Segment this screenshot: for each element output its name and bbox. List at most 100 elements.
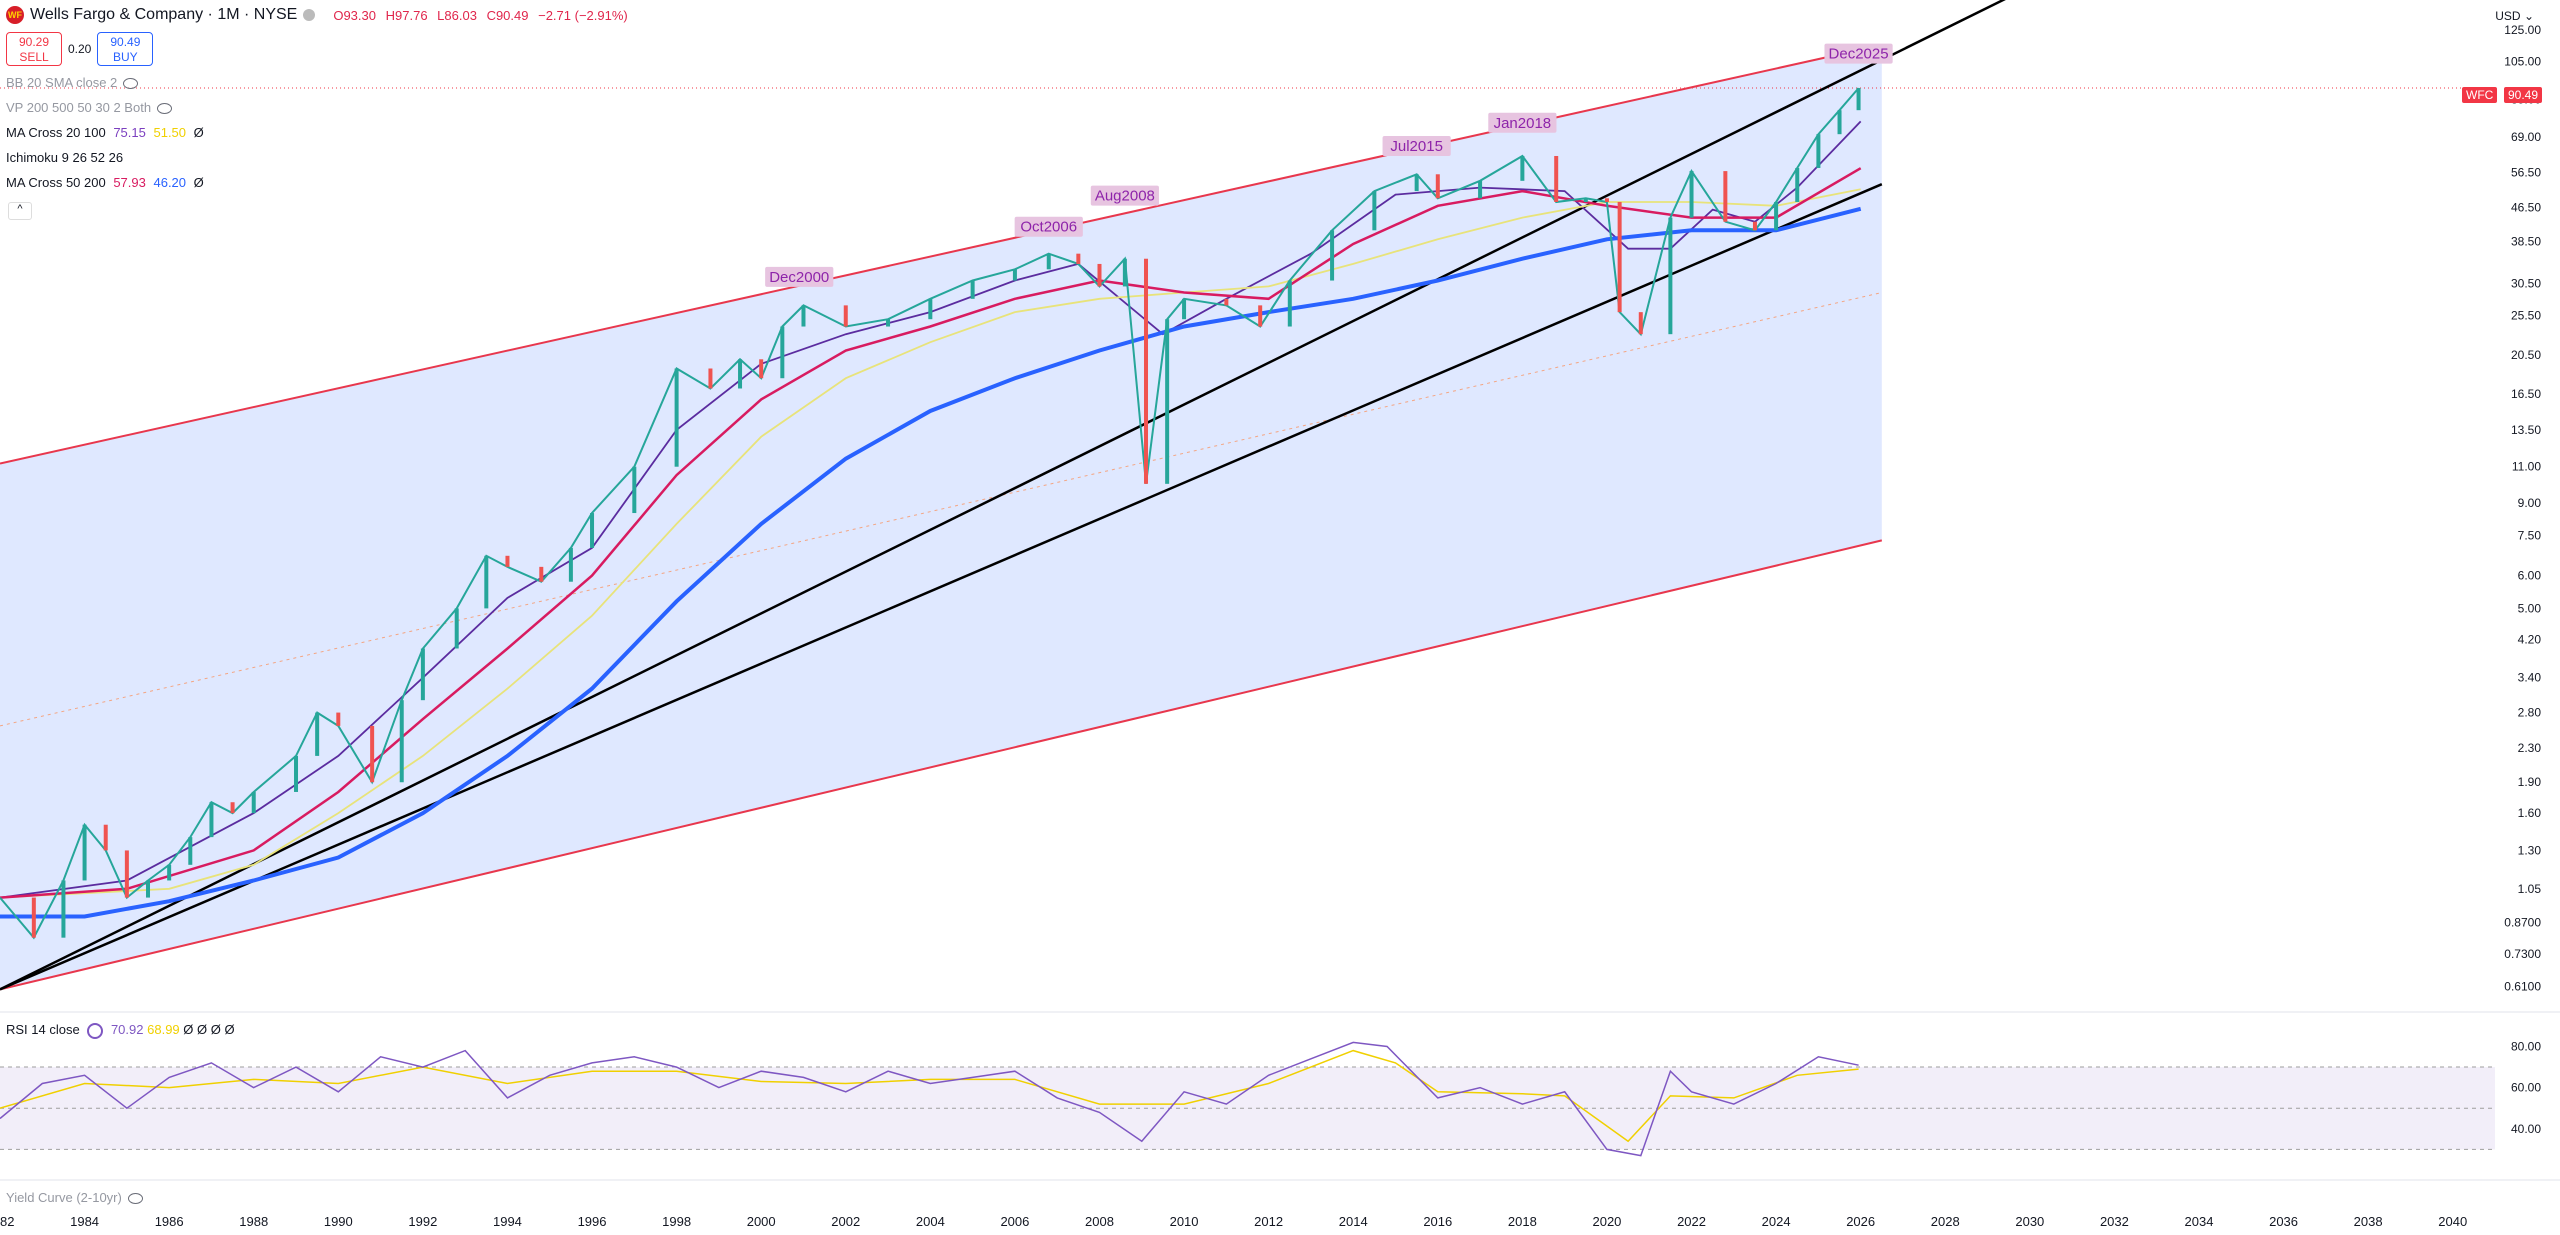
price-candle bbox=[146, 880, 151, 898]
settings-icon[interactable] bbox=[87, 1022, 104, 1039]
indicator-label: VP 200 500 50 30 2 Both bbox=[6, 100, 152, 115]
price-candle bbox=[230, 802, 235, 814]
price-candle bbox=[1638, 312, 1643, 335]
price-candle bbox=[1012, 269, 1017, 281]
rsi-label: RSI 14 close bbox=[6, 1022, 80, 1037]
price-axis-tick: 5.00 bbox=[2518, 601, 2542, 615]
eye-hidden-icon[interactable] bbox=[127, 1193, 143, 1205]
price-candle bbox=[1689, 171, 1694, 218]
symbol-price-tag: WFC bbox=[2462, 87, 2498, 103]
annotation-box bbox=[1488, 112, 1557, 133]
minus-circle-icon[interactable] bbox=[303, 9, 316, 21]
indicator-legend-row[interactable]: Ichimoku 9 26 52 26 bbox=[6, 150, 123, 165]
price-candle bbox=[1795, 167, 1800, 202]
price-candle bbox=[1182, 298, 1187, 320]
time-axis-tick: 2020 bbox=[1592, 1214, 1621, 1229]
time-axis-tick: 2032 bbox=[2100, 1214, 2129, 1229]
price-axis-tick: 11.00 bbox=[2512, 460, 2541, 474]
price-candle bbox=[1287, 280, 1292, 327]
yield-curve-legend[interactable]: Yield Curve (2-10yr) bbox=[6, 1190, 143, 1205]
annotation-label: Dec2025 bbox=[1829, 46, 1889, 63]
price-axis-tick: 46.50 bbox=[2511, 201, 2541, 215]
price-candle bbox=[399, 700, 404, 783]
price-candle bbox=[315, 712, 320, 756]
price-axis-tick: 1.05 bbox=[2518, 882, 2542, 896]
price-candle bbox=[61, 880, 66, 938]
indicator-legend-row[interactable]: MA Cross 50 200 57.93 46.20 Ø bbox=[6, 175, 204, 190]
price-candle bbox=[1554, 155, 1559, 202]
buy-price: 90.49 bbox=[110, 35, 141, 49]
time-axis-tick: 1988 bbox=[239, 1214, 268, 1229]
indicator-legend-row[interactable]: BB 20 SMA close 2 bbox=[6, 75, 139, 90]
price-candle bbox=[1617, 201, 1622, 313]
price-candle bbox=[1224, 298, 1229, 306]
time-axis-tick: 1990 bbox=[324, 1214, 353, 1229]
time-axis-tick: 2030 bbox=[2015, 1214, 2044, 1229]
price-candle bbox=[1752, 221, 1757, 231]
indicator-value: 46.20 bbox=[149, 175, 187, 190]
price-candle bbox=[294, 755, 299, 792]
eye-hidden-icon[interactable] bbox=[157, 103, 173, 115]
rsi-ma-value: 68.99 bbox=[147, 1022, 180, 1037]
price-candle bbox=[1520, 155, 1525, 181]
price-axis-tick: 4.20 bbox=[2518, 633, 2542, 647]
price-candle bbox=[1837, 110, 1842, 135]
eye-hidden-icon[interactable] bbox=[123, 78, 139, 90]
price-line bbox=[0, 87, 1860, 940]
price-axis-tick: 69.00 bbox=[2511, 130, 2541, 144]
channel-upper-line bbox=[0, 44, 1883, 465]
rsi-axis-tick: 80.00 bbox=[2511, 1039, 2541, 1053]
indicator-legend-row[interactable]: MA Cross 20 100 75.15 51.50 Ø bbox=[6, 125, 204, 140]
price-axis-tick: 7.50 bbox=[2518, 529, 2542, 543]
close-value: C90.49 bbox=[486, 7, 529, 23]
time-axis-tick: 2010 bbox=[1170, 1214, 1199, 1229]
price-candle bbox=[209, 802, 214, 838]
price-candle bbox=[454, 608, 459, 649]
time-axis-tick: 2034 bbox=[2185, 1214, 2214, 1229]
annotation-label: Jan2018 bbox=[1494, 115, 1552, 132]
high-value: H97.76 bbox=[385, 7, 428, 23]
ohlc-readout: O93.30 H97.76 L86.03 C90.49 −2.71 (−2.91… bbox=[333, 8, 633, 23]
rsi-legend[interactable]: RSI 14 close 70.92 68.99 Ø Ø Ø Ø bbox=[6, 1022, 235, 1039]
time-axis-tick: 1992 bbox=[408, 1214, 437, 1229]
trendline bbox=[0, 183, 1883, 991]
price-candle bbox=[1097, 263, 1102, 287]
currency-selector[interactable]: USD ⌄ bbox=[2495, 9, 2534, 23]
price-candle bbox=[167, 864, 172, 881]
price-candle bbox=[970, 280, 975, 299]
price-axis-tick: 3.40 bbox=[2518, 671, 2542, 685]
time-axis-tick: 2016 bbox=[1423, 1214, 1452, 1229]
sell-button[interactable]: 90.29 SELL bbox=[6, 32, 62, 66]
sell-price: 90.29 bbox=[18, 35, 50, 49]
currency-label: USD bbox=[2495, 9, 2521, 23]
change-value: −2.71 (−2.91%) bbox=[538, 7, 628, 23]
indicator-value: 57.93 bbox=[109, 175, 146, 190]
open-value: O93.30 bbox=[333, 7, 376, 23]
price-candle bbox=[1330, 230, 1335, 281]
price-axis-tick: 16.50 bbox=[2511, 387, 2541, 401]
rsi-rest-values: Ø Ø Ø Ø bbox=[183, 1022, 235, 1037]
price-candle bbox=[1076, 253, 1081, 264]
price-axis-tick: 1.60 bbox=[2518, 806, 2542, 820]
price-axis-tick: 2.30 bbox=[2518, 741, 2542, 755]
price-candle bbox=[1122, 258, 1127, 287]
price-axis-tick: 125.00 bbox=[2504, 23, 2541, 37]
price-candle bbox=[1583, 198, 1588, 202]
price-axis-tick: 38.50 bbox=[2511, 235, 2541, 249]
price-axis-tick: 105.00 bbox=[2504, 54, 2541, 68]
ma-50-line bbox=[0, 167, 1862, 899]
annotation-box bbox=[1090, 185, 1159, 206]
buy-button[interactable]: 90.49 BUY bbox=[97, 32, 154, 66]
rsi-line bbox=[0, 1041, 1859, 1157]
indicator-legend-row[interactable]: VP 200 500 50 30 2 Both bbox=[6, 100, 173, 115]
sell-label: SELL bbox=[19, 50, 49, 64]
price-candle bbox=[590, 513, 595, 548]
collapse-legend-button[interactable]: ^ bbox=[8, 202, 32, 220]
time-axis-tick: 2022 bbox=[1677, 1214, 1706, 1229]
price-candle bbox=[1816, 134, 1821, 168]
symbol-title[interactable]: Wells Fargo & Company · 1M · NYSE bbox=[30, 6, 298, 23]
price-candle bbox=[336, 712, 341, 726]
price-axis-tick: 56.50 bbox=[2511, 166, 2541, 180]
rsi-axis-tick: 60.00 bbox=[2511, 1081, 2541, 1095]
